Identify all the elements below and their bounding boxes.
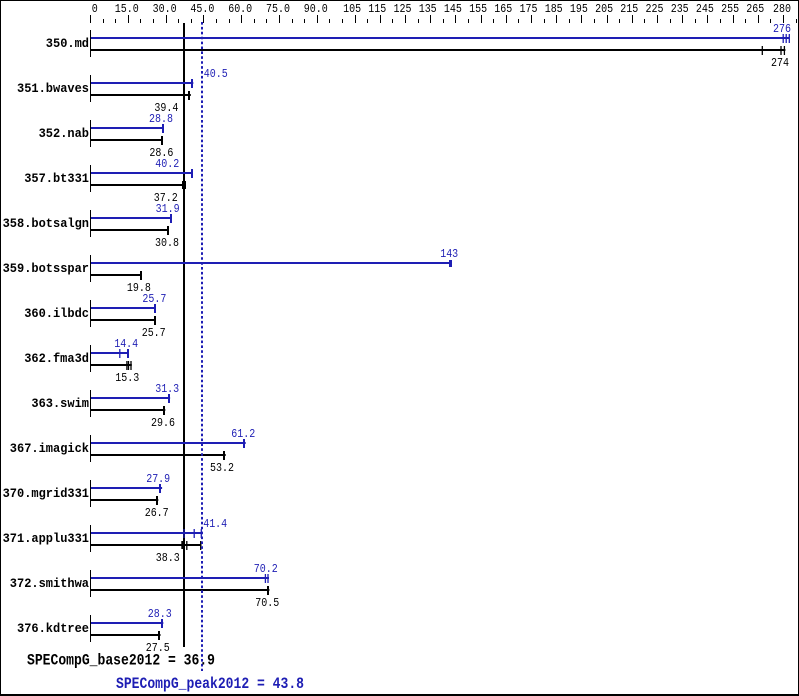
svg-text:245: 245: [696, 2, 714, 16]
svg-text:31.9: 31.9: [156, 202, 180, 216]
svg-text:SPECompG_base2012 = 36.9: SPECompG_base2012 = 36.9: [27, 652, 215, 670]
svg-text:145: 145: [444, 2, 462, 16]
svg-text:265: 265: [746, 2, 764, 16]
svg-text:28.6: 28.6: [149, 146, 173, 160]
svg-text:15.3: 15.3: [115, 371, 139, 385]
svg-text:372.smithwa: 372.smithwa: [10, 576, 89, 591]
svg-text:352.nab: 352.nab: [39, 126, 90, 141]
svg-text:25.7: 25.7: [142, 326, 166, 340]
svg-text:195: 195: [570, 2, 588, 16]
svg-text:280: 280: [773, 2, 791, 16]
svg-text:28.3: 28.3: [148, 607, 172, 621]
svg-text:60.0: 60.0: [228, 2, 252, 16]
svg-text:165: 165: [494, 2, 512, 16]
svg-text:14.4: 14.4: [114, 337, 138, 351]
svg-text:70.2: 70.2: [254, 562, 278, 576]
svg-text:37.2: 37.2: [154, 191, 178, 205]
svg-text:360.ilbdc: 360.ilbdc: [24, 306, 89, 321]
svg-text:27.9: 27.9: [146, 472, 170, 486]
svg-text:115: 115: [368, 2, 386, 16]
svg-text:185: 185: [545, 2, 563, 16]
svg-text:40.2: 40.2: [155, 157, 179, 171]
svg-text:358.botsalgn: 358.botsalgn: [3, 216, 90, 231]
svg-text:105: 105: [343, 2, 361, 16]
svg-text:90.0: 90.0: [304, 2, 328, 16]
svg-text:205: 205: [595, 2, 613, 16]
svg-text:125: 125: [394, 2, 412, 16]
svg-text:362.fma3d: 362.fma3d: [24, 351, 89, 366]
svg-text:376.kdtree: 376.kdtree: [17, 621, 89, 636]
svg-text:215: 215: [620, 2, 638, 16]
svg-text:367.imagick: 367.imagick: [10, 441, 89, 456]
svg-text:25.7: 25.7: [142, 292, 166, 306]
svg-text:26.7: 26.7: [145, 506, 169, 520]
svg-text:235: 235: [671, 2, 689, 16]
svg-text:75.0: 75.0: [266, 2, 290, 16]
svg-text:175: 175: [520, 2, 538, 16]
svg-text:30.0: 30.0: [153, 2, 177, 16]
svg-text:274: 274: [771, 56, 789, 70]
svg-text:135: 135: [419, 2, 437, 16]
svg-text:143: 143: [440, 247, 458, 261]
svg-text:28.8: 28.8: [149, 112, 173, 126]
svg-text:357.bt331: 357.bt331: [24, 171, 89, 186]
svg-text:38.3: 38.3: [156, 551, 180, 565]
svg-text:27.5: 27.5: [146, 641, 170, 655]
svg-text:255: 255: [721, 2, 739, 16]
svg-text:45.0: 45.0: [190, 2, 214, 16]
svg-text:39.4: 39.4: [154, 101, 178, 115]
svg-text:155: 155: [469, 2, 487, 16]
svg-text:61.2: 61.2: [231, 427, 255, 441]
svg-text:359.botsspar: 359.botsspar: [3, 261, 89, 276]
svg-text:225: 225: [646, 2, 664, 16]
svg-text:371.applu331: 371.applu331: [3, 531, 90, 546]
svg-text:30.8: 30.8: [155, 236, 179, 250]
svg-text:351.bwaves: 351.bwaves: [17, 81, 89, 96]
svg-text:29.6: 29.6: [151, 416, 175, 430]
svg-text:350.md: 350.md: [46, 36, 89, 51]
svg-text:SPECompG_peak2012 = 43.8: SPECompG_peak2012 = 43.8: [116, 675, 304, 693]
svg-text:53.2: 53.2: [210, 461, 234, 475]
svg-text:40.5: 40.5: [204, 67, 228, 81]
svg-text:370.mgrid331: 370.mgrid331: [3, 486, 90, 501]
svg-text:276: 276: [773, 22, 791, 36]
svg-text:363.swim: 363.swim: [31, 396, 89, 411]
svg-text:31.3: 31.3: [155, 382, 179, 396]
svg-text:70.5: 70.5: [255, 596, 279, 610]
svg-text:41.4: 41.4: [203, 517, 227, 531]
svg-text:19.8: 19.8: [127, 281, 151, 295]
svg-text:0: 0: [92, 2, 98, 16]
svg-text:15.0: 15.0: [115, 2, 139, 16]
